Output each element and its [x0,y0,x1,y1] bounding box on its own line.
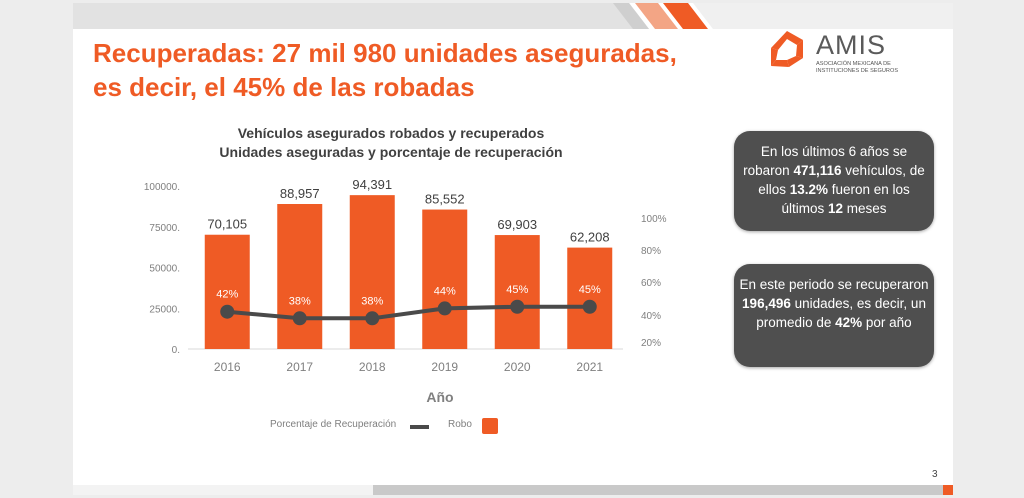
legend-label-robo: Robo [448,419,472,430]
recovery-value-label: 38% [289,295,311,307]
recovery-point [437,301,452,316]
amis-logo-icon [771,31,803,67]
y-right-tick-label: 20% [641,338,661,349]
x-tick-label: 2018 [359,360,386,374]
bar-value-label: 88,957 [280,186,320,201]
slide: Recuperadas: 27 mil 980 unidades asegura… [73,3,953,495]
info1-bold1: 471,116 [793,163,842,178]
logo-subtitle-line1: Asociación Mexicana de [816,61,891,67]
bar-value-label: 62,208 [570,230,610,245]
bar-value-label: 85,552 [425,192,465,207]
y-right-tick-label: 80% [641,246,661,257]
info1-mid: vehículos, de ellos [758,163,925,197]
logo-subtitle-line2: Instituciones de Seguros [816,68,899,74]
chart: 0. 25000. 50000. 75000. 100000. 20% 40% 60% 80% 1… [144,177,667,405]
recovery-point [582,299,597,314]
x-tick-label: 2017 [286,360,313,374]
recovery-value-label: 38% [361,295,383,307]
info2-pre: En este periodo se recuperaron [739,277,929,292]
info-box-recovered: En este periodo se recuperaron 196,496 u… [734,264,934,367]
bar-value-label: 70,105 [207,217,247,232]
x-tick-label: 2021 [576,360,603,374]
logo-subtitle: Asociación Mexicana de Instituciones de … [816,61,916,75]
bar-value-label: 94,391 [352,177,392,192]
recovery-value-label: 44% [434,285,456,297]
amis-logo: AMIS Asociación Mexicana de Institucione… [763,29,913,77]
y-left-tick-label: 75000. [149,223,180,234]
x-tick-label: 2016 [214,360,241,374]
info2-mid: unidades, es decir, un promedio de [756,296,926,330]
bar-robo [349,195,395,349]
info2-post: por año [862,315,912,330]
info1-mid2: fueron en los últimos [781,182,910,216]
recovery-point [292,311,307,326]
recovery-line [227,304,590,321]
y-left-tick-label: 0. [172,345,180,356]
info1-pre: En los últimos 6 años se robaron [743,144,908,178]
y-left-tick-label: 100000. [144,182,180,193]
recovery-value-label: 45% [579,284,601,296]
y-right-tick-label: 40% [641,311,661,322]
slide-title: Recuperadas: 27 mil 980 unidades asegura… [93,36,693,104]
slide-title-line1: Recuperadas: 27 mil 980 unidades asegura… [93,38,677,68]
info-box-stolen: En los últimos 6 años se robaron 471,116… [734,131,934,231]
y-right-tick-label: 100% [641,214,667,225]
info2-bold2: 42% [835,315,863,330]
logo-name: AMIS [816,30,887,60]
legend-box-swatch [482,418,498,434]
bar-robo [422,209,468,349]
y-left-tick-label: 50000. [149,264,180,275]
y-right-tick-label: 60% [641,278,661,289]
info1-bold2: 13.2% [789,182,828,197]
bar-robo [277,204,323,349]
bar-robo [567,247,613,349]
y-left-tick-label: 25000. [149,304,180,315]
info1-post: meses [843,201,887,216]
x-tick-label: 2019 [431,360,458,374]
top-decorative-band [73,3,953,29]
legend-label-recovery: Porcentaje de Recuperación [270,419,397,430]
recovery-point [510,299,525,314]
recovery-value-label: 42% [216,289,238,301]
page-number: 3 [932,469,938,480]
info2-bold1: 196,496 [742,296,791,311]
slide-title-line2: es decir, el 45% de las robadas [93,72,475,102]
recovery-point [220,304,235,319]
chart-title: Vehículos asegurados robados y recuperad… [237,125,545,141]
recovery-point [365,311,380,326]
bottom-decorative-band [73,485,953,495]
recovery-value-label: 45% [506,284,528,296]
info1-bold3: 12 [827,201,844,216]
x-tick-label: 2020 [504,360,531,374]
bar-robo [204,234,250,349]
bar-value-label: 69,903 [497,217,537,232]
bar-robo [494,235,540,349]
x-axis-title: Año [426,389,453,405]
legend-line-swatch [410,425,429,429]
chart-subtitle: Unidades aseguradas y porcentaje de recu… [219,144,563,160]
chart-title-block: Vehículos asegurados robados y recuperad… [173,124,609,162]
